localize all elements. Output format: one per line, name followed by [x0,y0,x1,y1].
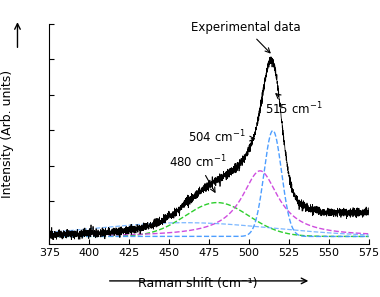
Text: Experimental data: Experimental data [191,21,301,53]
Text: Intensity (Arb. units): Intensity (Arb. units) [1,69,14,198]
Text: 504 cm$^{-1}$: 504 cm$^{-1}$ [188,129,255,146]
Text: Raman shift (cm⁻¹): Raman shift (cm⁻¹) [138,277,257,290]
Text: 480 cm$^{-1}$: 480 cm$^{-1}$ [169,154,226,192]
Text: 515 cm$^{-1}$: 515 cm$^{-1}$ [265,94,322,117]
